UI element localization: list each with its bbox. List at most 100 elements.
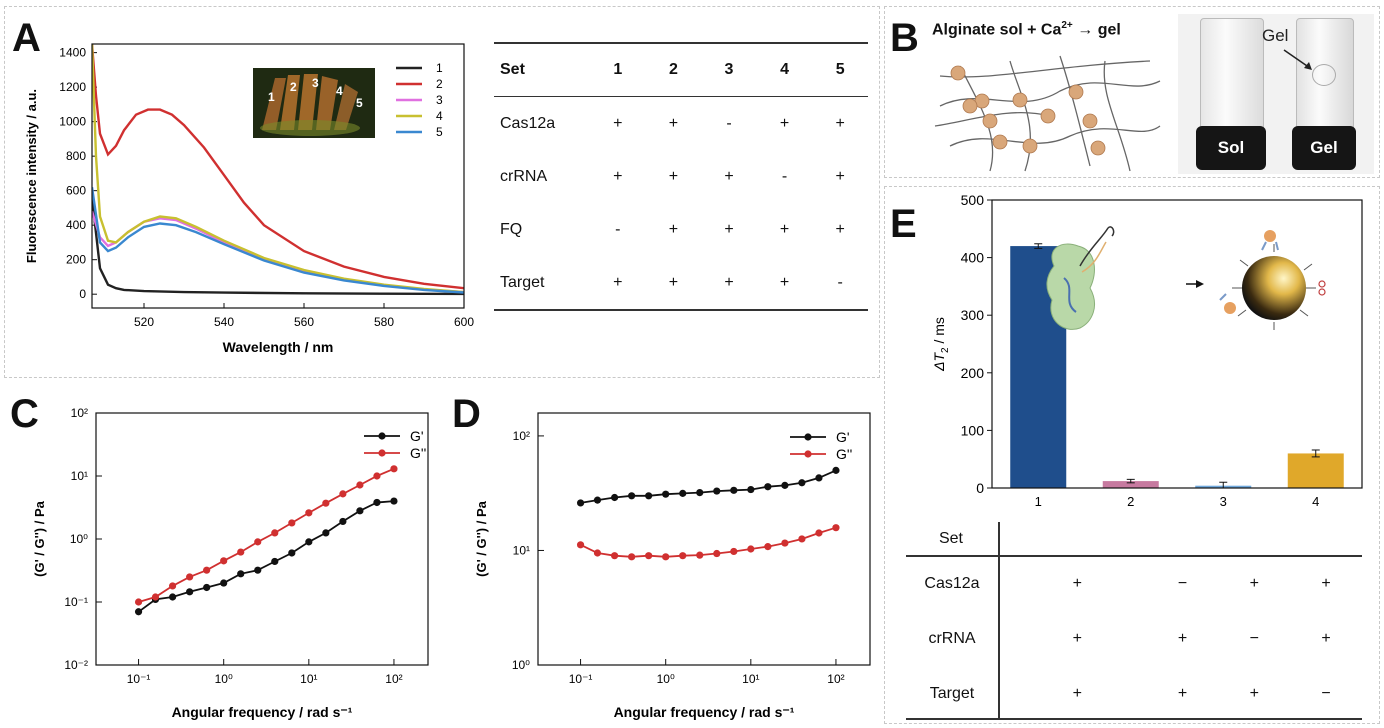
x-axis-label: Angular frequency / rad s⁻¹ [614, 704, 795, 720]
data-point [168, 582, 177, 590]
legend-label-1: 1 [436, 61, 443, 75]
data-point [237, 548, 245, 556]
table-cell: + [1072, 574, 1082, 592]
x-tick-label: 10² [385, 672, 402, 686]
series-line-4 [92, 44, 464, 294]
data-point [134, 598, 143, 606]
data-point [747, 485, 755, 494]
x-tick-label: 1 [1035, 494, 1042, 509]
data-point [832, 524, 840, 532]
table-e-header-set: Set [938, 530, 963, 547]
gel-bead [1312, 64, 1336, 86]
y-tick-label: 0 [976, 480, 984, 496]
table-row: FQ - + + + + [494, 203, 868, 256]
legend-label: G' [836, 429, 850, 445]
legend-label-2: 2 [436, 77, 443, 91]
data-point [339, 517, 347, 526]
table-cell: + [835, 220, 845, 238]
y-tick-label: 10² [71, 406, 88, 420]
tube-label-4: 4 [336, 84, 343, 98]
data-point [679, 552, 687, 560]
data-point [781, 539, 789, 547]
data-point [576, 499, 585, 507]
table-a-header-3: 3 [701, 43, 757, 97]
table-row: Cas12a + + - + + [494, 97, 868, 151]
gel-callout: Gel [1262, 26, 1289, 45]
table-a-header-1: 1 [590, 43, 646, 97]
table-cell: + [1249, 684, 1259, 702]
data-point [713, 487, 721, 495]
table-row: crRNA + + − + [906, 611, 1362, 666]
data-point [798, 535, 806, 543]
data-point [645, 492, 653, 500]
table-cell: + [668, 273, 679, 291]
table-cell: − [1249, 629, 1259, 647]
y-tick-label: 400 [961, 250, 985, 266]
table-cell: + [613, 167, 623, 185]
tube-label-1: 1 [268, 90, 275, 104]
y-tick-label: 800 [66, 149, 86, 163]
panel-b-title-end: gel [1097, 21, 1121, 39]
x-tick-label: 600 [454, 315, 474, 329]
legend-label-3: 3 [436, 93, 443, 107]
data-point [288, 519, 296, 527]
data-point [390, 465, 398, 473]
series-line-2 [92, 44, 464, 290]
data-point [713, 549, 721, 558]
data-point [203, 566, 211, 574]
plot-frame [991, 199, 1363, 489]
y-axis-label: (G' / G'') / Pa [32, 500, 47, 576]
y-tick-label: 600 [66, 184, 86, 198]
alginate-network-illustration [934, 55, 1161, 172]
legend-marker [378, 449, 386, 457]
x-tick-label: 10⁰ [215, 672, 233, 686]
data-point [576, 541, 585, 549]
gel-vial-cap [1292, 126, 1356, 170]
y-axis-label: Fluorescence intensity / a.u. [24, 89, 39, 263]
x-tick-label: 2 [1127, 494, 1134, 509]
legend-marker [804, 433, 812, 441]
table-cell: + [1321, 574, 1331, 592]
table-cell: + [779, 114, 790, 132]
data-point [696, 488, 704, 497]
x-tick-label: 10¹ [742, 672, 759, 686]
legend-marker [378, 432, 386, 440]
panel-c-rheology-chart: 10⁻¹ 10⁰ 10¹ 10² 10⁻² 10⁻¹ 10⁰ 10¹ 10² G'G'' Angul… [32, 406, 429, 720]
table-cell: − [1177, 574, 1188, 592]
data-point [593, 549, 602, 557]
x-axis-label: Wavelength / nm [223, 339, 334, 355]
legend-marker [804, 450, 812, 458]
panel-e-frame [884, 186, 1380, 724]
x-tick-label: 580 [374, 315, 394, 329]
table-a-header-set: Set [494, 43, 590, 97]
crispr-illustration [1046, 226, 1326, 330]
legend-label-4: 4 [436, 109, 443, 123]
x-tick-label: 10⁰ [657, 672, 675, 686]
table-cell: + [724, 167, 734, 185]
table-cell: - [615, 220, 621, 238]
data-point [730, 486, 738, 494]
data-point [373, 472, 381, 480]
data-point [815, 474, 823, 482]
y-tick-label: 10⁻¹ [64, 595, 88, 609]
data-point [593, 496, 602, 504]
table-e-top-rule [906, 718, 1362, 720]
legend-label: G'' [836, 446, 852, 462]
panel-e-bar-chart: 0 100 200 300 400 500 1 2 3 4 ΔT2 / ms [931, 192, 1363, 509]
sol-vial-label: Sol [1217, 138, 1245, 157]
data-point [322, 529, 330, 537]
panel-label-d: D [452, 392, 481, 436]
data-point [168, 593, 177, 601]
table-cell: + [835, 114, 845, 132]
table-cell: + [613, 114, 623, 132]
panel-label-e: E [890, 202, 917, 246]
table-a-row-label: FQ [500, 220, 523, 238]
data-point [356, 507, 364, 515]
data-point [662, 490, 670, 498]
table-e-header-rule [906, 555, 1362, 557]
table-cell: + [668, 167, 679, 185]
table-cell: + [779, 273, 790, 291]
x-tick-label: 10¹ [300, 672, 317, 686]
legend-label: G' [410, 428, 424, 444]
x-tick-label: 10⁻¹ [127, 672, 151, 686]
